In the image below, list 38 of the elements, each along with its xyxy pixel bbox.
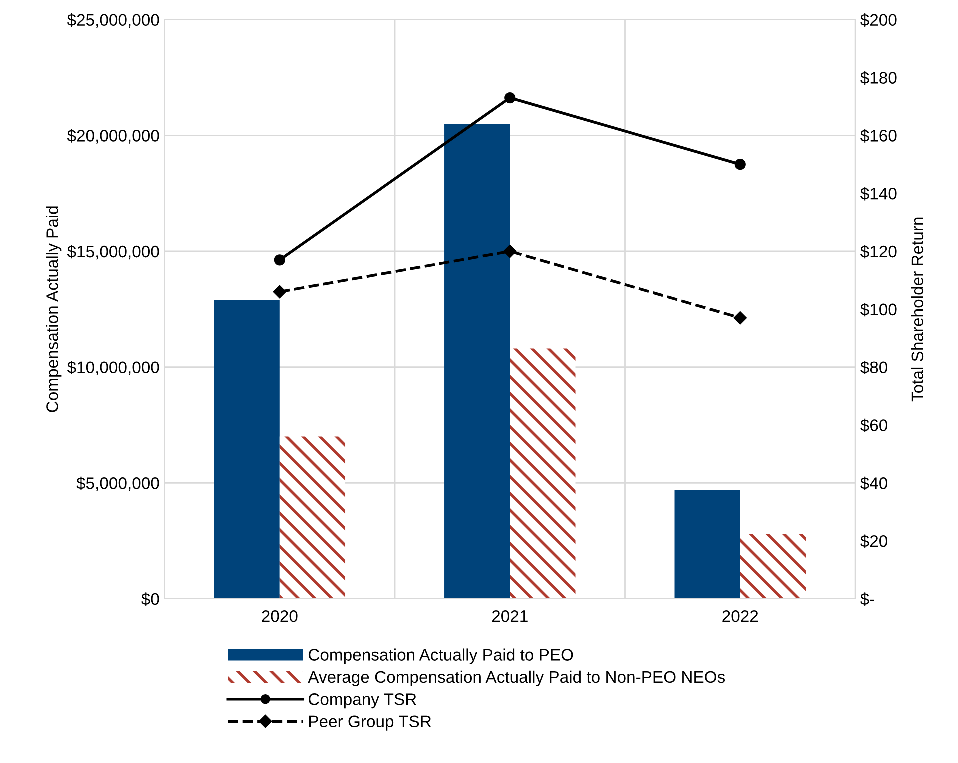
- bar: [280, 436, 346, 599]
- y2-tick-label: $60: [860, 418, 888, 432]
- y-tick-label: $25,000,000: [67, 14, 160, 28]
- point: [273, 285, 286, 299]
- point: [274, 254, 286, 266]
- y2-tick-label: $40: [860, 476, 888, 490]
- y2-tick-label: $200: [860, 14, 897, 28]
- bar: [740, 534, 806, 599]
- bar: [444, 124, 510, 599]
- y2-tick-label: $100: [860, 303, 897, 317]
- bar: [510, 348, 576, 599]
- y-axis-title: Compensation Actually Paid: [46, 206, 62, 412]
- point: [504, 244, 517, 258]
- y2-tick-label: $20: [860, 534, 888, 548]
- y2-tick-label: $140: [860, 187, 897, 201]
- legend-label: Average Compensation Actually Paid to Non-PEO NEOs: [308, 670, 726, 686]
- x-tick-label: 2020: [262, 610, 298, 622]
- y-tick-label: $5,000,000: [76, 476, 160, 492]
- point: [734, 311, 747, 325]
- point: [734, 159, 746, 170]
- y2-tick-label: $80: [860, 361, 888, 375]
- y2-axis-title: Total Shareholder Return: [911, 218, 924, 402]
- y2-tick-label: $120: [860, 245, 897, 259]
- y2-tick-label: $160: [860, 129, 897, 143]
- y-tick-label: $0: [142, 592, 160, 606]
- y2-tick-label: $-: [860, 592, 874, 606]
- y-tick-label: $10,000,000: [67, 361, 160, 376]
- y-tick-label: $20,000,000: [67, 129, 160, 144]
- x-tick-label: 2021: [492, 610, 528, 622]
- legend-label: Company TSR: [308, 694, 416, 709]
- point: [504, 92, 516, 104]
- legend-label: Compensation Actually Paid to PEO: [308, 648, 574, 664]
- y-tick-label: $15,000,000: [67, 245, 160, 260]
- x-tick-label: 2022: [722, 610, 758, 622]
- bar: [214, 300, 280, 599]
- bar: [674, 490, 740, 599]
- y2-tick-label: $180: [860, 71, 897, 85]
- legend-label: Peer Group TSR: [309, 716, 432, 731]
